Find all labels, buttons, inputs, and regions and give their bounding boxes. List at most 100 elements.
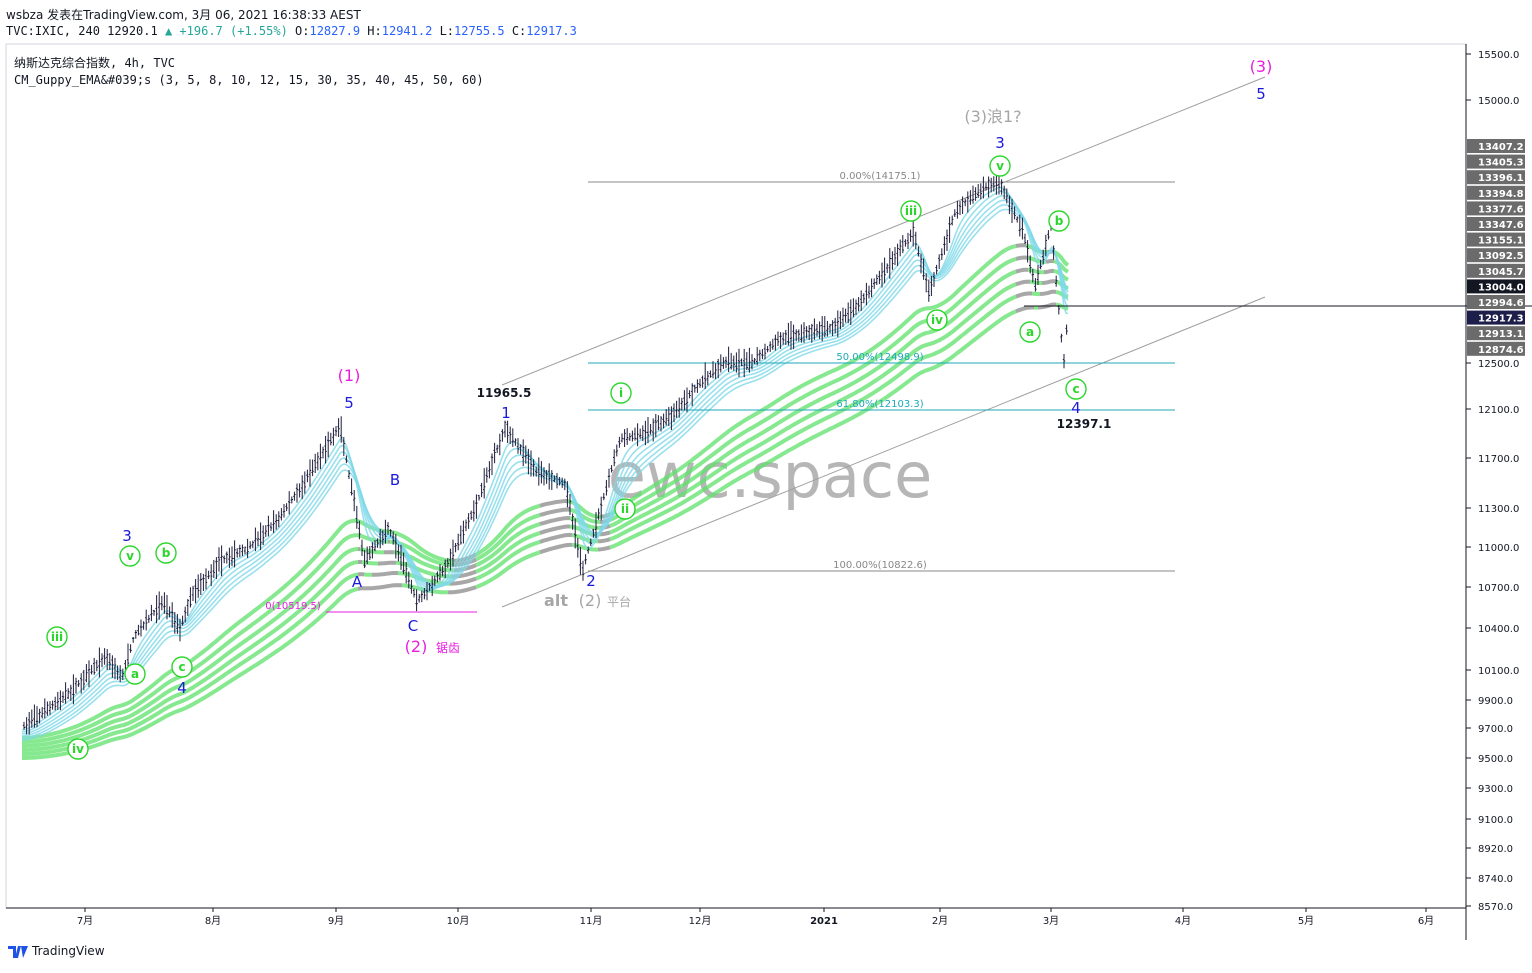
y-tick-label: 11300.0 [1478, 504, 1519, 515]
fib-level-label: 100.00%(10822.6) [833, 560, 927, 571]
price-tag-label: 13394.8 [1478, 189, 1524, 200]
y-tick-label: 9700.0 [1478, 724, 1513, 735]
intermediate-wave-label: 3 [122, 527, 132, 545]
long-ema-line [22, 547, 359, 748]
long-ema-line [539, 532, 573, 544]
long-ema-line [1029, 279, 1042, 285]
price-tag-label: 13405.3 [1478, 158, 1524, 169]
long-ema-line [1041, 279, 1057, 285]
long-ema-line [571, 542, 599, 552]
price-annotation: 11965.5 [477, 386, 532, 400]
long-ema-line [609, 294, 1017, 542]
open-value: 12827.9 [309, 24, 361, 38]
price-tag-label: 13347.6 [1478, 220, 1524, 231]
long-ema-line [1043, 268, 1055, 275]
y-tick-label: 9900.0 [1478, 696, 1513, 707]
price-tag-bg [1467, 295, 1525, 309]
intermediate-wave-label: 2 [586, 572, 596, 590]
price-annotation: 12397.1 [1057, 417, 1112, 431]
long-ema-line [372, 571, 399, 577]
short-ema-line [21, 204, 1069, 739]
x-tick-label: 10月 [447, 915, 470, 927]
minor-wave-label: b [1055, 214, 1064, 228]
price-tag-bg [1467, 279, 1525, 294]
legend-indicator: CM_Guppy_EMA&#039;s (3, 5, 8, 10, 12, 15… [14, 73, 484, 87]
channel-upper [501, 76, 1266, 386]
long-ema-line [1015, 279, 1031, 287]
fib-level-label: 0.00%(14175.1) [840, 171, 921, 182]
intermediate-wave-label: 3 [995, 134, 1005, 152]
minor-wave-label: a [131, 667, 139, 681]
publish-info: wsbza 发表在TradingView.com, 3月 06, 2021 16… [6, 8, 361, 22]
long-ema-line [1053, 250, 1070, 267]
long-ema-line [449, 576, 477, 586]
minor-wave-label: b [162, 546, 171, 560]
price-tag-label: 12874.6 [1478, 345, 1524, 356]
symbol-label: TVC:IXIC, 240 [6, 24, 100, 38]
low-value: 12755.5 [454, 24, 505, 38]
intermediate-wave-label: 5 [344, 394, 354, 412]
price-tag-label: 12994.6 [1478, 298, 1524, 309]
minor-wave-circle [614, 498, 636, 520]
long-ema-line [569, 507, 601, 524]
long-ema-line [447, 585, 477, 595]
long-ema-line [539, 524, 570, 535]
long-ema-line [1045, 258, 1055, 264]
intermediate-wave-label: 4 [177, 679, 187, 697]
y-tick-label: 11700.0 [1478, 454, 1519, 465]
y-tick-label: 8570.0 [1478, 902, 1513, 913]
major-wave-label: alt [544, 591, 568, 610]
long-ema-line [609, 244, 1017, 517]
x-tick-label: 8月 [205, 915, 221, 927]
time-axis: 7月 8月 9月 10月 11月 12月 2021 2月 3月 4月 5月 6月 [77, 908, 1434, 927]
intermediate-wave-label: C [408, 617, 418, 635]
minor-wave-circle [67, 738, 89, 760]
minor-wave-circle [610, 382, 632, 404]
long-ema-line [609, 257, 1017, 522]
y-tick-label: 15500.0 [1478, 50, 1519, 61]
fib-level-label: 50.00%(12498.9) [836, 352, 923, 363]
footer-brand[interactable]: TradingView [8, 944, 105, 958]
intermediate-wave-label: A [352, 573, 363, 591]
legend-title: 纳斯达克综合指数, 4h, TVC [14, 56, 176, 70]
chart-legend: 纳斯达克综合指数, 4h, TVC CM_Guppy_EMA&#039;s (3… [14, 55, 484, 89]
long-ema-line [475, 539, 541, 581]
price-tag-label: 13407.2 [1478, 142, 1524, 153]
y-tick-label: 9100.0 [1478, 815, 1513, 826]
minor-wave-label: a [1026, 325, 1034, 339]
price-axis: 15500.0 15000.0 12500.0 12100.0 11700.0 11300… [1466, 50, 1519, 913]
y-tick-label: 12500.0 [1478, 359, 1519, 370]
close-value: 12917.3 [526, 24, 577, 38]
major-wave-label: (3) [1250, 57, 1273, 76]
open-label: O: [295, 24, 310, 38]
trend-channel [501, 76, 1532, 608]
minor-wave-circle [926, 309, 948, 331]
minor-wave-circle [989, 155, 1011, 177]
long-ema-line [1015, 291, 1033, 299]
minor-wave-label: v [996, 159, 1004, 173]
price-tag-bg [1467, 170, 1525, 185]
price-tag-bg [1467, 201, 1525, 216]
long-ema-line [597, 545, 611, 552]
candlestick-series [22, 172, 1068, 735]
high-label: H: [367, 24, 382, 38]
price-tag-bg [1467, 310, 1525, 325]
minor-wave-label: ii [621, 502, 629, 516]
price-tag-label: 13396.1 [1478, 173, 1524, 184]
price-tag-label: 12913.1 [1478, 329, 1524, 340]
long-ema-line [609, 282, 1017, 535]
long-ema-line [539, 515, 571, 526]
x-tick-label: 7月 [77, 915, 93, 927]
wave-annotations: (1)(2) 锯齿(3)(3)浪1?alt (2) 平台12345345ABCiiii… [46, 57, 1273, 760]
long-ema-line [475, 522, 541, 568]
minor-wave-circle [119, 545, 141, 567]
long-ema-line [22, 533, 388, 744]
minor-wave-circle [900, 200, 922, 222]
long-ema-line [475, 531, 541, 574]
y-tick-label: 12100.0 [1478, 405, 1519, 416]
y-tick-label: 9500.0 [1478, 754, 1513, 765]
minor-wave-circle [1065, 378, 1087, 400]
long-ema-line [539, 498, 569, 508]
price-tag-label: 12917.3 [1478, 314, 1524, 325]
